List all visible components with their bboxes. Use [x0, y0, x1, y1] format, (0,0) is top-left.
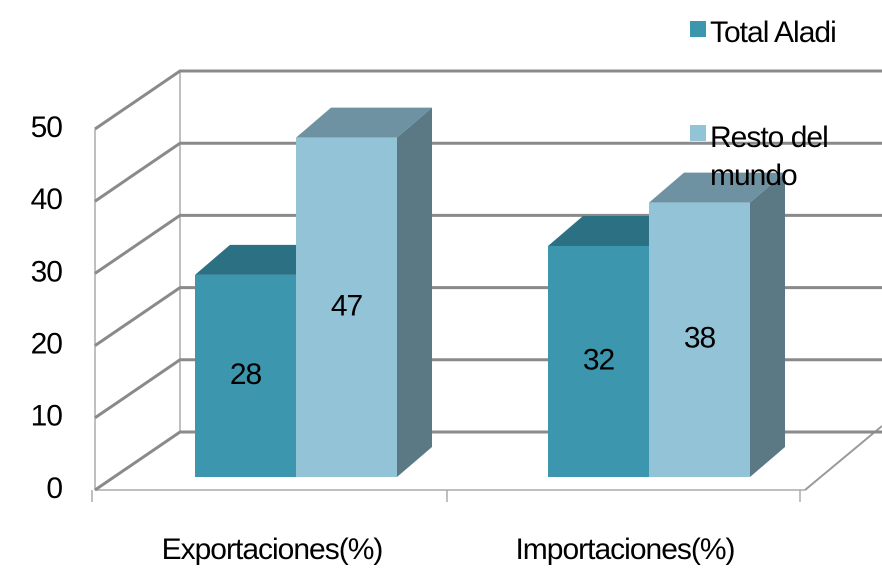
x-tick-label: Importaciones(%): [515, 533, 734, 566]
y-tick-label: 10: [31, 400, 63, 433]
y-tick-label: 0: [46, 472, 62, 505]
y-tick-label: 40: [31, 183, 63, 216]
grid-line: [94, 69, 882, 131]
bar: [195, 274, 296, 477]
x-tick-label: Exportaciones(%): [162, 533, 383, 566]
data-label: 32: [583, 343, 615, 376]
legend-label: Resto del mundo: [710, 121, 829, 192]
legend-swatch: [690, 21, 706, 37]
data-label: 38: [684, 322, 716, 355]
y-tick-label: 50: [31, 111, 63, 144]
data-label: 28: [230, 358, 262, 391]
bar: [649, 202, 750, 477]
legend-label: Total Aladi: [710, 16, 837, 49]
legend-swatch: [690, 125, 706, 141]
bar: [296, 137, 397, 477]
bar-top: [649, 172, 785, 203]
y-tick-label: 20: [31, 328, 63, 361]
bar: [548, 245, 649, 477]
bar-side: [397, 107, 432, 477]
grid-line: [94, 213, 882, 275]
bar-top: [296, 107, 432, 138]
grid-line: [94, 141, 882, 203]
y-tick-label: 30: [31, 255, 63, 288]
data-label: 47: [331, 289, 363, 322]
floor-right: [804, 425, 882, 491]
bar-side: [750, 172, 785, 477]
